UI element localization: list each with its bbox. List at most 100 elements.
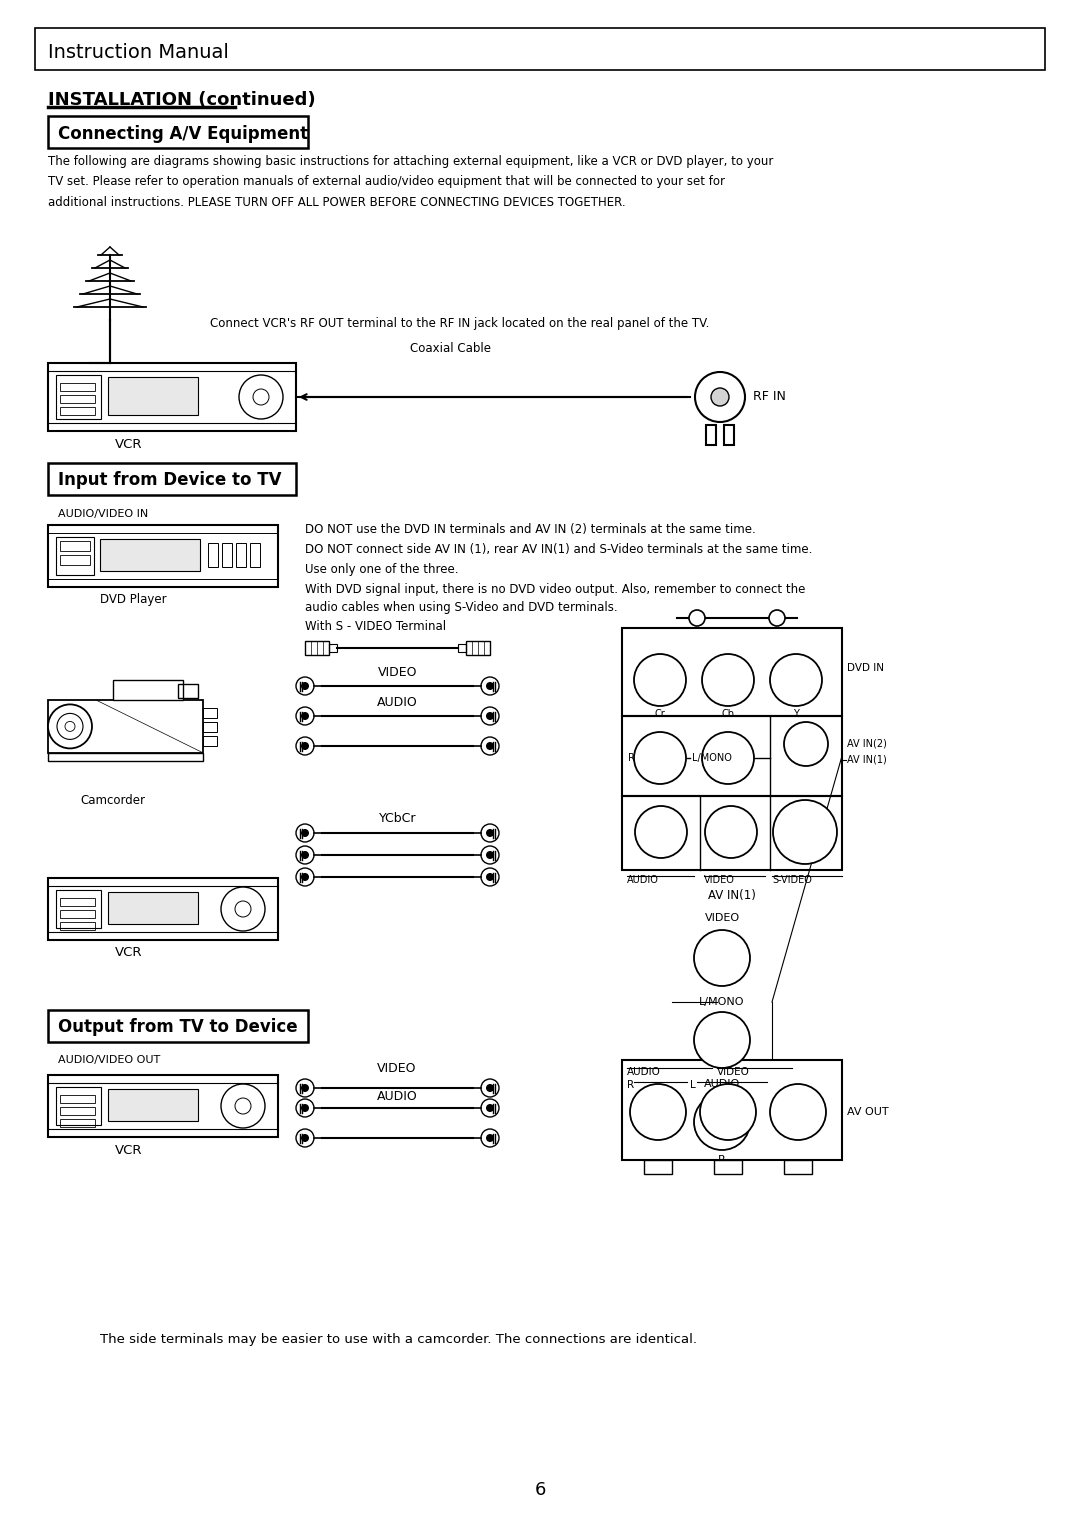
Bar bbox=[644, 1160, 672, 1174]
Circle shape bbox=[296, 847, 314, 863]
Circle shape bbox=[630, 1083, 686, 1140]
Circle shape bbox=[301, 1105, 309, 1111]
Bar bbox=[48, 1010, 308, 1042]
Bar bbox=[108, 892, 198, 924]
Circle shape bbox=[784, 723, 828, 766]
Circle shape bbox=[487, 712, 494, 720]
Bar bbox=[100, 539, 200, 571]
Circle shape bbox=[481, 1099, 499, 1117]
Circle shape bbox=[301, 712, 309, 720]
Text: Input from Device to TV: Input from Device to TV bbox=[58, 471, 282, 489]
Bar bbox=[329, 643, 337, 652]
Text: S-VIDEO: S-VIDEO bbox=[772, 876, 812, 885]
Circle shape bbox=[700, 1083, 756, 1140]
Circle shape bbox=[635, 805, 687, 859]
Text: AV OUT: AV OUT bbox=[847, 1106, 889, 1117]
Text: VIDEO: VIDEO bbox=[704, 914, 740, 923]
Bar bbox=[48, 753, 203, 761]
Circle shape bbox=[296, 736, 314, 755]
Bar bbox=[56, 1086, 102, 1125]
Text: AUDIO: AUDIO bbox=[627, 876, 659, 885]
Text: INSTALLATION (continued): INSTALLATION (continued) bbox=[48, 92, 315, 108]
Text: audio cables when using S-Video and DVD terminals.: audio cables when using S-Video and DVD … bbox=[305, 602, 618, 614]
Text: L/MONO: L/MONO bbox=[692, 753, 732, 762]
Text: AV IN(2): AV IN(2) bbox=[847, 740, 887, 749]
Bar bbox=[203, 723, 217, 732]
Bar bbox=[622, 628, 842, 717]
Circle shape bbox=[481, 868, 499, 886]
Bar bbox=[237, 542, 246, 567]
Bar bbox=[48, 116, 308, 148]
Bar bbox=[60, 921, 95, 931]
Text: RF IN: RF IN bbox=[753, 391, 786, 403]
Bar bbox=[178, 685, 198, 698]
Circle shape bbox=[301, 743, 309, 749]
Bar bbox=[60, 384, 95, 391]
Text: DO NOT connect side AV IN (1), rear AV IN(1) and S-Video terminals at the same t: DO NOT connect side AV IN (1), rear AV I… bbox=[305, 544, 812, 556]
Circle shape bbox=[487, 683, 494, 689]
Bar bbox=[48, 364, 296, 431]
Circle shape bbox=[487, 851, 494, 859]
Bar bbox=[622, 796, 842, 869]
Bar bbox=[60, 1096, 95, 1103]
Circle shape bbox=[487, 1135, 494, 1141]
Circle shape bbox=[296, 824, 314, 842]
Text: VIDEO: VIDEO bbox=[377, 1062, 417, 1074]
Circle shape bbox=[301, 1135, 309, 1141]
Bar bbox=[208, 542, 218, 567]
Circle shape bbox=[481, 707, 499, 724]
Text: AUDIO: AUDIO bbox=[704, 1079, 740, 1089]
Bar bbox=[48, 1076, 278, 1137]
Circle shape bbox=[487, 743, 494, 749]
Text: additional instructions. PLEASE TURN OFF ALL POWER BEFORE CONNECTING DEVICES TOG: additional instructions. PLEASE TURN OFF… bbox=[48, 196, 625, 208]
Text: DVD Player: DVD Player bbox=[100, 593, 166, 607]
Circle shape bbox=[296, 707, 314, 724]
Circle shape bbox=[296, 677, 314, 695]
Bar bbox=[305, 642, 329, 656]
Circle shape bbox=[301, 830, 309, 836]
Circle shape bbox=[694, 1012, 750, 1068]
Bar bbox=[108, 1089, 198, 1122]
Circle shape bbox=[481, 677, 499, 695]
Bar bbox=[465, 642, 490, 656]
Text: VIDEO: VIDEO bbox=[704, 876, 734, 885]
Bar bbox=[60, 396, 95, 403]
Circle shape bbox=[296, 1129, 314, 1148]
Bar bbox=[622, 717, 842, 796]
Text: DO NOT use the DVD IN terminals and AV IN (2) terminals at the same time.: DO NOT use the DVD IN terminals and AV I… bbox=[305, 524, 756, 536]
Bar bbox=[203, 736, 217, 746]
Circle shape bbox=[481, 847, 499, 863]
Bar bbox=[113, 680, 183, 700]
Text: Cr: Cr bbox=[654, 709, 665, 720]
Bar bbox=[108, 377, 198, 416]
Text: Connecting A/V Equipment: Connecting A/V Equipment bbox=[58, 125, 308, 144]
Text: AUDIO/VIDEO OUT: AUDIO/VIDEO OUT bbox=[58, 1054, 160, 1065]
Text: Y: Y bbox=[793, 709, 799, 720]
Circle shape bbox=[705, 805, 757, 859]
Text: With S - VIDEO Terminal: With S - VIDEO Terminal bbox=[305, 619, 446, 633]
Bar bbox=[60, 406, 95, 416]
Text: 6: 6 bbox=[535, 1481, 545, 1499]
Bar bbox=[56, 536, 94, 575]
Bar bbox=[203, 707, 217, 718]
Circle shape bbox=[689, 610, 705, 626]
Text: VIDEO: VIDEO bbox=[378, 666, 417, 678]
Circle shape bbox=[694, 931, 750, 986]
Text: VCR: VCR bbox=[114, 439, 143, 451]
Text: Camcorder: Camcorder bbox=[80, 793, 145, 807]
Bar bbox=[249, 542, 260, 567]
Circle shape bbox=[487, 1105, 494, 1111]
Bar bbox=[48, 526, 278, 587]
Text: VCR: VCR bbox=[114, 946, 143, 960]
Text: AUDIO: AUDIO bbox=[627, 1067, 661, 1077]
Circle shape bbox=[773, 801, 837, 863]
Circle shape bbox=[487, 874, 494, 880]
Text: Output from TV to Device: Output from TV to Device bbox=[58, 1018, 298, 1036]
Text: Instruction Manual: Instruction Manual bbox=[48, 43, 229, 63]
Circle shape bbox=[711, 388, 729, 406]
Bar bbox=[724, 425, 734, 445]
Bar bbox=[56, 889, 102, 927]
Bar bbox=[714, 1160, 742, 1174]
Bar bbox=[60, 1106, 95, 1115]
Text: VCR: VCR bbox=[114, 1143, 143, 1157]
